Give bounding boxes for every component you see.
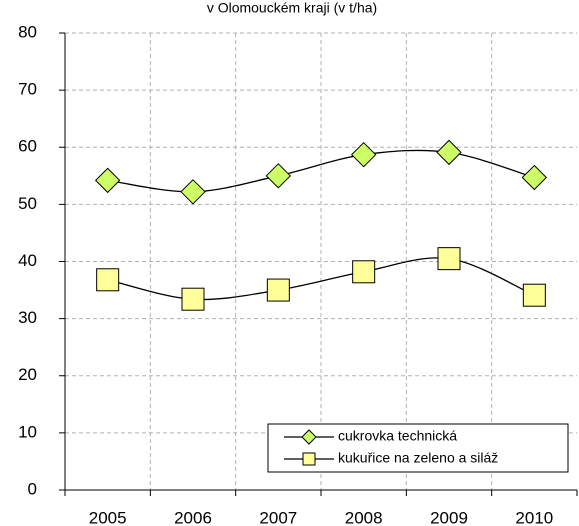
- y-tick-label: 0: [28, 479, 37, 498]
- marker-square: [302, 452, 316, 466]
- y-tick-label: 10: [18, 422, 37, 441]
- x-tick-label: 2007: [259, 508, 297, 526]
- x-tick-label: 2010: [515, 508, 553, 526]
- marker-square: [266, 278, 290, 302]
- y-tick-label: 50: [18, 194, 37, 213]
- marker-diamond: [301, 429, 317, 445]
- series-line: [107, 149, 535, 193]
- marker-diamond: [350, 141, 377, 168]
- marker-square: [96, 268, 120, 292]
- chart-title: v Olomouckém kraji (v t/ha): [207, 0, 377, 16]
- marker-square: [437, 247, 461, 271]
- y-tick-label: 20: [18, 365, 37, 384]
- marker-square: [522, 283, 546, 307]
- legend-box: [267, 423, 569, 473]
- y-tick-label: 40: [18, 251, 37, 270]
- x-tick-label: 2005: [89, 508, 127, 526]
- legend: cukrovka technická kukuřice na zeleno a s…: [267, 423, 569, 473]
- legend-label: cukrovka technická: [338, 428, 457, 444]
- marker-diamond: [521, 164, 548, 191]
- x-tick-label: 2006: [174, 508, 212, 526]
- marker-diamond: [436, 139, 462, 166]
- marker-diamond: [265, 163, 292, 189]
- y-tick-label: 70: [18, 80, 37, 99]
- marker-square: [181, 287, 205, 311]
- marker-diamond: [180, 179, 206, 205]
- legend-label: kukuřice na zeleno a siláž: [338, 450, 498, 466]
- y-tick-label: 60: [18, 137, 37, 156]
- marker-diamond: [94, 167, 121, 194]
- y-tick-label: 30: [18, 308, 37, 327]
- marker-square: [352, 260, 376, 284]
- y-tick-label: 80: [18, 22, 37, 41]
- x-tick-label: 2009: [430, 508, 468, 526]
- x-tick-label: 2008: [345, 508, 383, 526]
